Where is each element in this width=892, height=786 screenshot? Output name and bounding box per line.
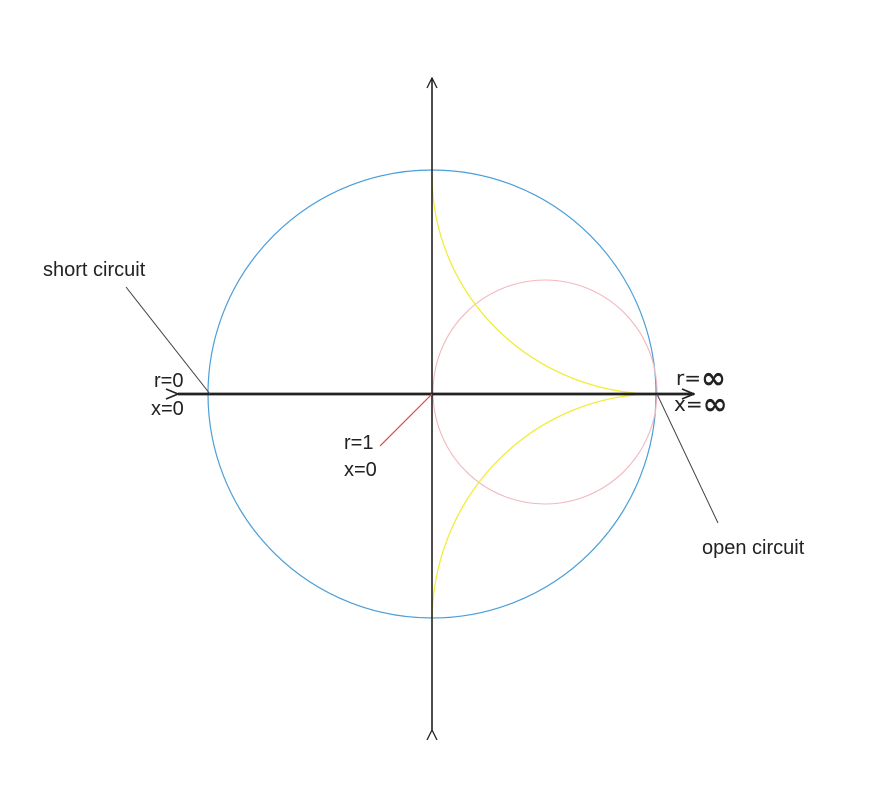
open-circuit-label: open circuit xyxy=(702,537,805,559)
x-minus1-arc xyxy=(431,393,657,623)
infinity-glyph-x: ∞ xyxy=(703,387,728,422)
x-plus1-arc xyxy=(431,174,657,395)
short-r-label: r=0 xyxy=(154,370,183,392)
center-x-label: x=0 xyxy=(344,459,377,481)
open-r-label: r=∞ xyxy=(676,361,726,396)
infinity-glyph-r: ∞ xyxy=(701,361,726,396)
open-circuit-leader xyxy=(656,393,719,524)
center-pointer xyxy=(379,393,433,447)
open-r-prefix: r= xyxy=(676,366,701,390)
short-x-label: x=0 xyxy=(151,398,184,420)
short-circuit-leader xyxy=(125,286,211,395)
open-x-prefix: x= xyxy=(674,392,703,416)
short-circuit-label: short circuit xyxy=(43,259,146,281)
open-x-label: x=∞ xyxy=(674,387,728,422)
center-r-label: r=1 xyxy=(344,432,373,454)
